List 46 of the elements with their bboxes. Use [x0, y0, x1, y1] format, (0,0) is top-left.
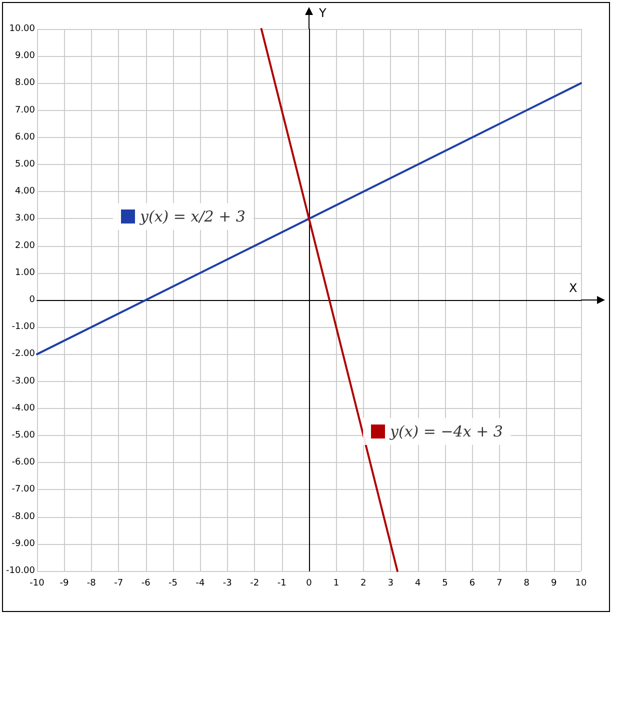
y-tick-label: 0 — [29, 295, 36, 305]
y-tick-label: -3.00 — [12, 376, 36, 386]
x-tick-label: -6 — [141, 578, 151, 588]
x-tick-label: -10 — [30, 578, 45, 588]
y-tick-label: -9.00 — [12, 538, 36, 549]
x-tick-label: 8 — [524, 578, 530, 588]
y-tick-label: -7.00 — [12, 484, 36, 495]
x-tick-label: 3 — [388, 578, 394, 588]
y-axis-title: Y — [318, 6, 328, 20]
x-tick-label: 10 — [575, 578, 587, 588]
y-tick-label: 7.00 — [14, 105, 36, 116]
x-tick-label: -7 — [114, 578, 124, 588]
x-axis-title: X — [569, 281, 578, 295]
x-tick-label: -5 — [168, 578, 178, 588]
x-tick-label: 2 — [360, 578, 366, 588]
x-tick-label: 0 — [306, 578, 312, 588]
y-tick-label: -2.00 — [12, 349, 36, 360]
y-tick-label: 10.00 — [9, 24, 36, 34]
x-tick-label: -8 — [86, 578, 96, 588]
y-tick-label: 8.00 — [14, 78, 36, 88]
y-tick-label: -1.00 — [12, 322, 36, 332]
y-tick-label: 6.00 — [14, 132, 36, 142]
x-tick-label: 4 — [414, 578, 421, 588]
x-tick-label: 6 — [469, 578, 476, 588]
legend-label: y(x) = −4x + 3 — [389, 422, 503, 440]
x-tick-label: 5 — [442, 578, 448, 588]
y-tick-label: 2.00 — [14, 240, 36, 251]
x-tick-label: 9 — [550, 578, 557, 588]
x-tick-label: -1 — [277, 578, 286, 588]
y-tick-label: 1.00 — [14, 268, 36, 278]
x-tick-label: -9 — [60, 578, 69, 588]
legend-label: y(x) = x/2 + 3 — [139, 208, 246, 226]
y-tick-label: -4.00 — [12, 403, 36, 414]
y-tick-label: 3.00 — [14, 214, 36, 224]
x-tick-label: 1 — [333, 578, 340, 588]
y-tick-label: -5.00 — [12, 430, 36, 440]
x-tick-label: -3 — [222, 578, 232, 588]
y-tick-label: -6.00 — [12, 458, 36, 468]
x-tick-label: 7 — [496, 578, 502, 588]
y-tick-label: -8.00 — [12, 512, 36, 522]
y-tick-label: 9.00 — [14, 51, 36, 62]
x-tick-label: -4 — [196, 578, 205, 588]
y-tick-label: 4.00 — [14, 186, 36, 197]
y-tick-label: 5.00 — [14, 160, 36, 170]
y-tick-label: -10.00 — [6, 566, 36, 576]
x-tick-label: -2 — [250, 578, 260, 588]
